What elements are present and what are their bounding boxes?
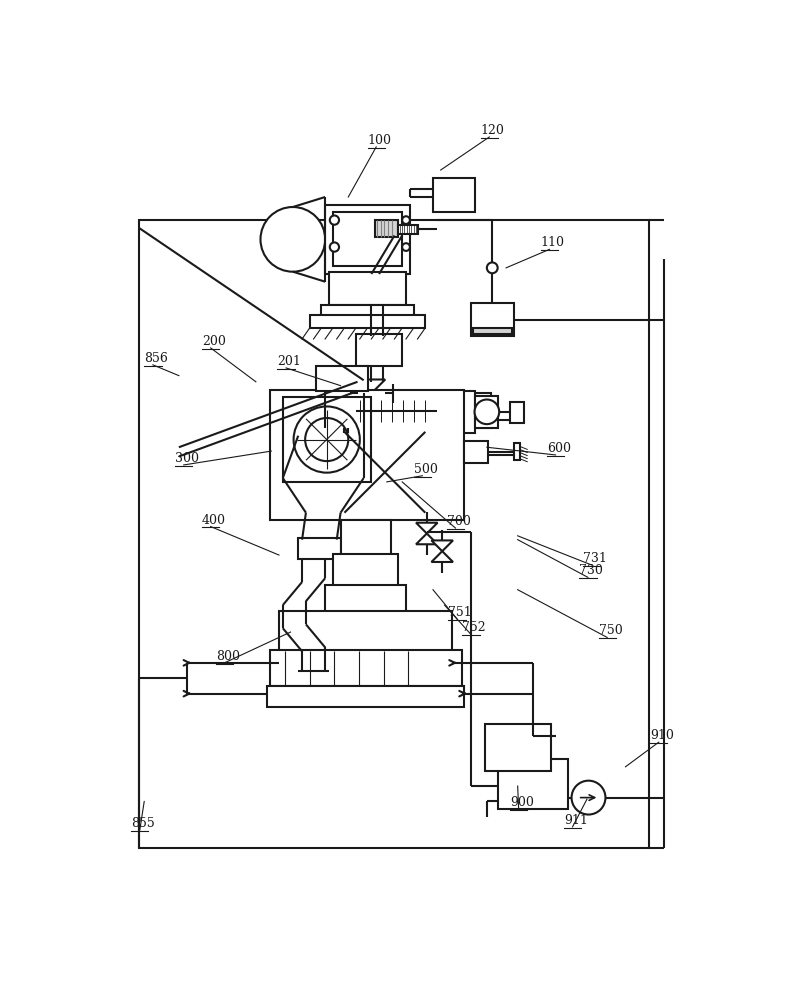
Circle shape	[305, 418, 348, 461]
Bar	[270, 389, 463, 520]
Bar	[139, 220, 649, 848]
Bar	[399, 225, 418, 234]
Bar	[283, 397, 372, 482]
Polygon shape	[416, 523, 438, 533]
Circle shape	[260, 207, 325, 272]
Bar	[356, 334, 402, 366]
Circle shape	[348, 376, 356, 383]
Text: 800: 800	[216, 650, 240, 663]
Circle shape	[475, 400, 499, 424]
Bar	[333, 554, 399, 586]
Bar	[329, 272, 406, 305]
Text: 400: 400	[202, 514, 226, 527]
Bar	[376, 220, 399, 237]
Text: 911: 911	[564, 814, 588, 827]
Circle shape	[571, 781, 606, 815]
Polygon shape	[431, 551, 453, 562]
Circle shape	[293, 406, 360, 473]
Text: 856: 856	[145, 352, 168, 365]
Text: 752: 752	[463, 621, 486, 634]
Text: 100: 100	[368, 134, 392, 147]
Polygon shape	[357, 393, 385, 407]
Text: 600: 600	[547, 442, 571, 455]
Bar	[270, 650, 463, 686]
Circle shape	[330, 242, 339, 252]
Bar	[298, 393, 364, 436]
Text: 200: 200	[202, 335, 226, 348]
Bar	[475, 396, 499, 428]
Circle shape	[402, 216, 410, 224]
Bar	[485, 724, 551, 771]
Bar	[310, 315, 425, 328]
Bar	[514, 443, 520, 460]
Circle shape	[402, 243, 410, 251]
Bar	[268, 686, 463, 707]
Bar	[333, 212, 402, 266]
Text: 110: 110	[541, 236, 565, 249]
Polygon shape	[416, 533, 438, 544]
Circle shape	[330, 215, 339, 225]
Text: 731: 731	[583, 552, 607, 565]
Text: 500: 500	[414, 463, 438, 476]
Bar	[356, 400, 437, 422]
Bar	[340, 520, 391, 555]
Bar	[316, 366, 368, 391]
Text: 300: 300	[175, 452, 199, 465]
Text: 750: 750	[598, 624, 622, 637]
Bar	[499, 759, 568, 809]
Text: 855: 855	[131, 817, 155, 830]
Text: 751: 751	[448, 606, 472, 619]
Bar	[471, 303, 514, 336]
Bar	[463, 441, 488, 463]
Polygon shape	[357, 379, 385, 393]
Bar	[437, 391, 475, 433]
Text: 700: 700	[447, 515, 471, 528]
Bar	[344, 432, 425, 513]
Bar	[510, 402, 524, 423]
Text: 900: 900	[510, 796, 534, 809]
Bar	[473, 328, 512, 334]
Bar	[279, 611, 452, 651]
Bar	[348, 393, 491, 428]
Text: 120: 120	[481, 124, 505, 137]
Text: 201: 201	[277, 355, 301, 368]
Bar	[325, 205, 410, 274]
Polygon shape	[431, 540, 453, 551]
Bar	[346, 393, 352, 428]
Text: 730: 730	[579, 564, 603, 577]
Text: 910: 910	[650, 729, 674, 742]
Bar	[433, 178, 475, 212]
Bar	[321, 305, 414, 316]
Circle shape	[487, 262, 498, 273]
Bar	[325, 585, 406, 613]
Bar	[298, 538, 340, 559]
